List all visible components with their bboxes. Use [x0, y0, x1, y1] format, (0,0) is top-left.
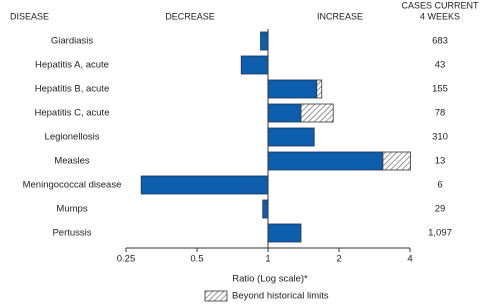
- y-tick-label: Measles: [54, 156, 90, 167]
- cases-value: 310: [432, 132, 448, 143]
- bar: [140, 175, 269, 195]
- header-cases: CASES CURRENT: [401, 0, 479, 10]
- header-increase: INCREASE: [317, 11, 363, 21]
- x-tick-label: 0.5: [190, 254, 203, 265]
- cases-value: 155: [432, 84, 448, 95]
- header-disease: DISEASE: [10, 11, 49, 21]
- cases-value: 43: [435, 60, 446, 71]
- bar: [267, 151, 384, 171]
- x-tick-label: 2: [336, 254, 341, 265]
- bar: [262, 199, 269, 219]
- cases-value: 78: [435, 108, 446, 119]
- x-axis-label: Ratio (Log scale)*: [232, 274, 308, 285]
- y-tick-label: Hepatitis A, acute: [35, 60, 109, 71]
- cases-value: 683: [432, 36, 448, 47]
- y-tick-label: Pertussis: [52, 228, 91, 239]
- y-tick-label: Mumps: [56, 204, 87, 215]
- bar: [240, 55, 269, 75]
- y-tick-label: Hepatitis C, acute: [35, 108, 110, 119]
- bar: [267, 223, 302, 243]
- header-decrease: DECREASE: [165, 11, 215, 21]
- cases-value: 1,097: [428, 228, 452, 239]
- bar: [267, 79, 318, 99]
- y-tick-label: Giardiasis: [51, 36, 93, 47]
- bar: [260, 31, 269, 51]
- bar-beyond-limit: [316, 79, 323, 99]
- y-tick-label: Legionellosis: [45, 132, 100, 143]
- cases-value: 6: [437, 180, 442, 191]
- bar-beyond-limit: [300, 103, 334, 123]
- x-tick-label: 4: [407, 254, 412, 265]
- cases-value: 29: [435, 204, 446, 215]
- cases-value: 13: [435, 156, 446, 167]
- x-tick-label: 1: [265, 254, 270, 265]
- y-tick-label: Meningococcal disease: [23, 180, 122, 191]
- bar-beyond-limit: [382, 151, 411, 171]
- x-tick-label: 0.25: [117, 254, 136, 265]
- legend-swatch: [204, 290, 228, 302]
- header-cases: 4 WEEKS: [420, 11, 460, 21]
- y-tick-label: Hepatitis B, acute: [35, 84, 109, 95]
- legend-label: Beyond historical limits: [232, 291, 329, 302]
- bar: [267, 103, 302, 123]
- bar: [267, 127, 315, 147]
